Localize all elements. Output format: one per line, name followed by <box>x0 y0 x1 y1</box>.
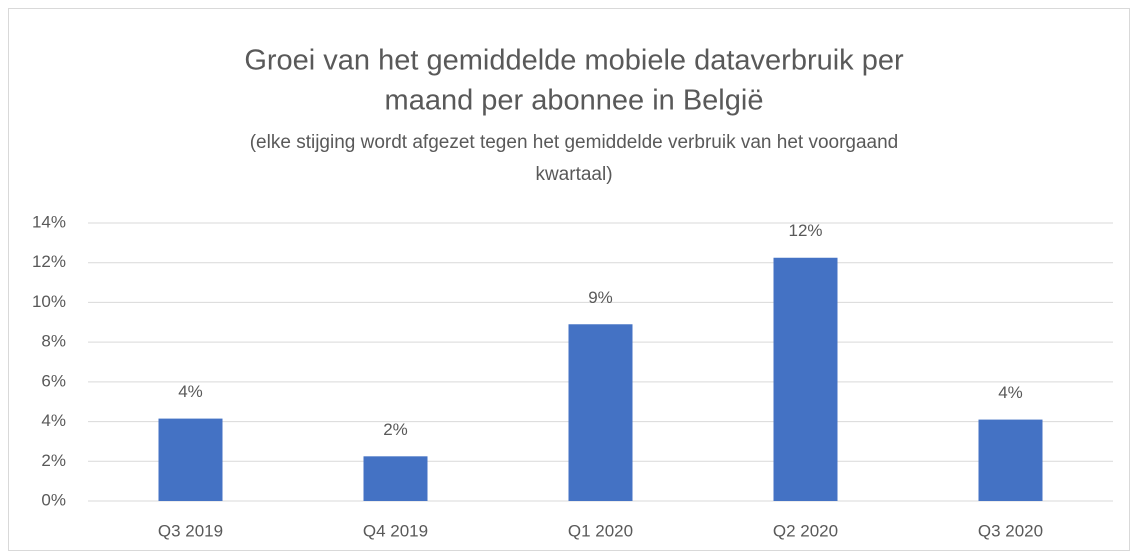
data-label: 2% <box>383 420 408 439</box>
y-tick-label: 10% <box>32 292 66 311</box>
x-tick-label: Q3 2019 <box>158 521 223 540</box>
y-tick-label: 2% <box>41 451 66 470</box>
x-tick-label: Q3 2020 <box>978 521 1043 540</box>
x-tick-label: Q1 2020 <box>568 521 633 540</box>
data-label: 9% <box>588 288 613 307</box>
y-tick-label: 6% <box>41 371 66 390</box>
chart-title: Groei van het gemiddelde mobiele dataver… <box>244 45 904 77</box>
bar <box>978 419 1043 501</box>
data-label: 4% <box>998 383 1023 402</box>
x-tick-label: Q4 2019 <box>363 521 428 540</box>
y-tick-label: 14% <box>32 212 66 231</box>
bar <box>568 324 633 501</box>
bar <box>363 456 428 501</box>
chart-title: maand per abonnee in België <box>385 85 764 117</box>
y-tick-label: 8% <box>41 332 66 351</box>
y-tick-label: 4% <box>41 411 66 430</box>
chart-subtitle: (elke stijging wordt afgezet tegen het g… <box>250 132 899 153</box>
y-tick-label: 0% <box>41 490 66 509</box>
x-tick-label: Q2 2020 <box>773 521 838 540</box>
bar <box>773 257 838 501</box>
data-label: 12% <box>788 221 822 240</box>
chart-subtitle: kwartaal) <box>535 164 612 185</box>
bar <box>158 418 223 501</box>
data-label: 4% <box>178 382 203 401</box>
y-tick-label: 12% <box>32 252 66 271</box>
